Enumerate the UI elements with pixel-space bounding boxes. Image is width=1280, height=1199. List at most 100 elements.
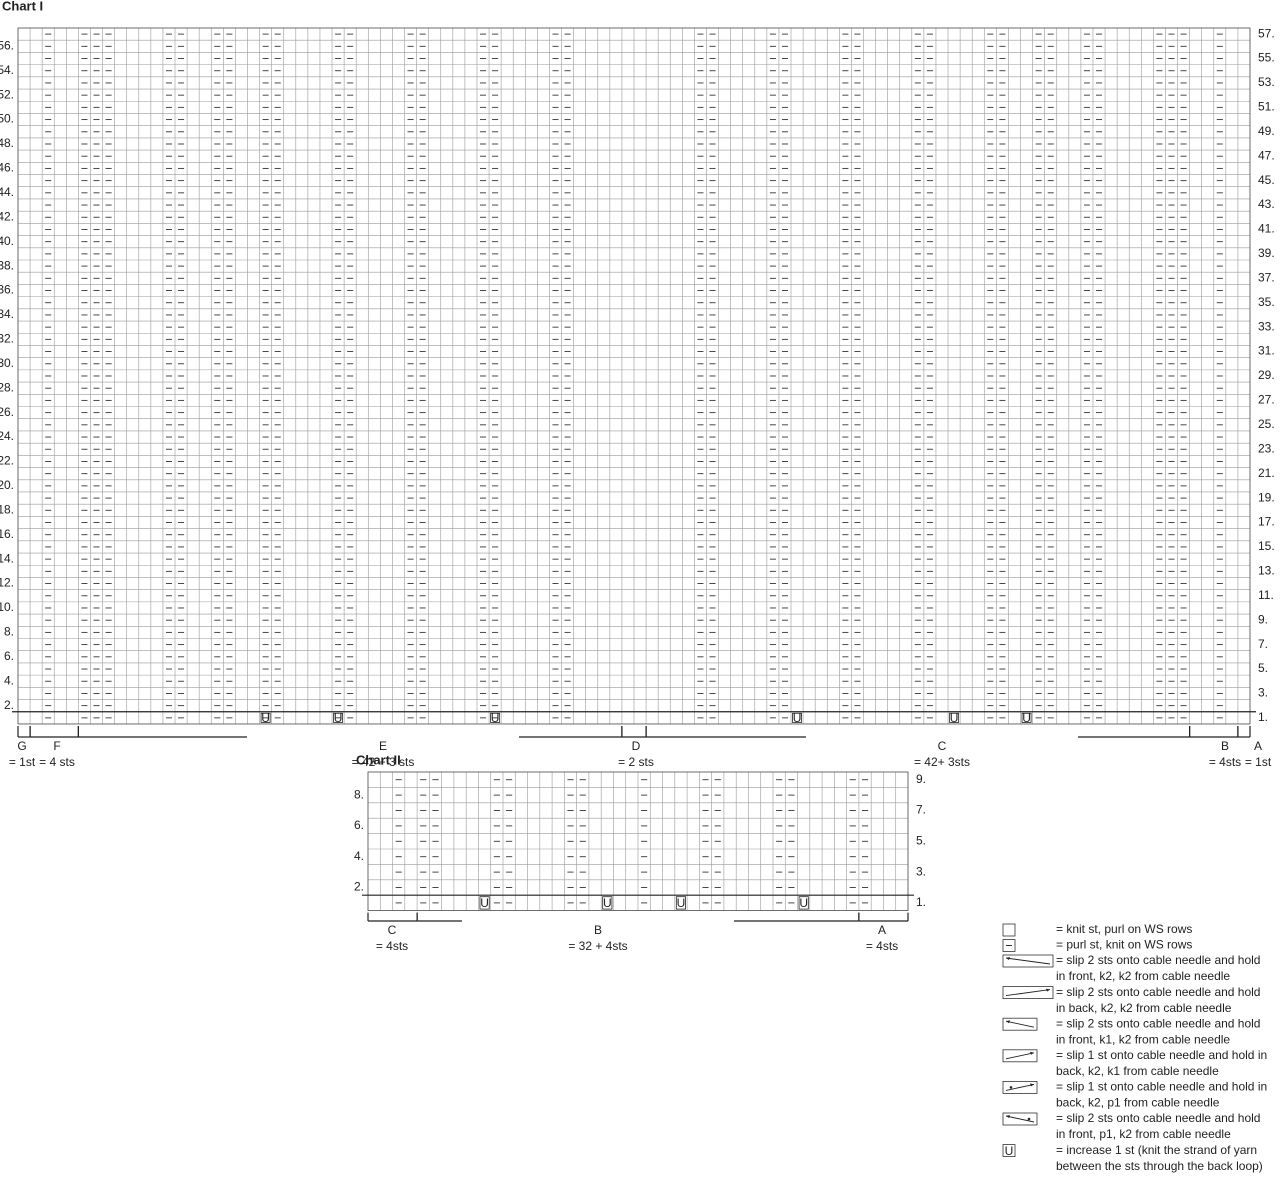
row-number: 46. — [0, 161, 14, 175]
legend-arrowhead — [1006, 1020, 1010, 1024]
row-number: 8. — [354, 787, 364, 801]
row-number: 7. — [1258, 637, 1268, 651]
section-count: = 42 + 3 sts — [352, 755, 415, 769]
row-number: 23. — [1258, 441, 1275, 455]
row-number: 14. — [0, 551, 14, 565]
increase-symbol: U — [261, 711, 270, 725]
legend-arrow — [1005, 1083, 1035, 1091]
row-number: 57. — [1258, 26, 1275, 40]
row-number: 6. — [354, 818, 364, 832]
row-number: 50. — [0, 112, 14, 126]
row-number: 22. — [0, 454, 14, 468]
chart-border — [367, 771, 909, 912]
increase-symbol: U — [480, 896, 489, 910]
chart-border — [17, 27, 1251, 725]
section-count: = 1st — [1245, 755, 1272, 769]
section-count: = 4sts — [376, 939, 408, 953]
section-count: = 1st — [9, 755, 36, 769]
row-number: 4. — [4, 673, 14, 687]
legend-text: = slip 2 sts onto cable needle and hold — [1056, 1016, 1260, 1030]
legend-arrow — [1005, 1115, 1035, 1123]
row-number: 34. — [0, 307, 14, 321]
row-number: 16. — [0, 527, 14, 541]
section-count: = 42+ 3sts — [914, 755, 970, 769]
legend-text: = slip 1 st onto cable needle and hold i… — [1056, 1080, 1267, 1094]
legend-increase: U — [1005, 1144, 1014, 1158]
row-number: 40. — [0, 234, 14, 248]
row-number: 7. — [916, 803, 926, 817]
row-number: 24. — [0, 429, 14, 443]
legend-arrowhead — [1006, 957, 1010, 960]
chart-grid — [17, 27, 1251, 725]
legend-symbol — [1002, 1049, 1038, 1063]
row-number: 37. — [1258, 270, 1275, 284]
section-letter: D — [632, 739, 641, 753]
row-number: 19. — [1258, 490, 1275, 504]
legend-text: back, k2, k1 from cable needle — [1056, 1064, 1219, 1078]
row-number: 20. — [0, 478, 14, 492]
legend-text: in front, k2, k2 from cable needle — [1056, 969, 1230, 983]
increase-cell — [333, 712, 344, 723]
section-count: = 2 sts — [618, 755, 654, 769]
section-letter: F — [53, 739, 60, 753]
row-number: 27. — [1258, 393, 1275, 407]
legend-arrow — [1005, 957, 1051, 965]
increase-symbol: U — [793, 711, 802, 725]
row-number: 10. — [0, 600, 14, 614]
section-letter: C — [388, 923, 397, 937]
legend-arrowhead — [1006, 1115, 1010, 1118]
increase-cell — [675, 896, 686, 910]
increase-symbol: U — [603, 896, 612, 910]
section-letter: G — [17, 739, 26, 753]
section-count: = 4 sts — [39, 755, 75, 769]
legend-symbol — [1002, 1112, 1038, 1126]
row-number: 6. — [4, 649, 14, 663]
row-number: 35. — [1258, 295, 1275, 309]
row-number: 44. — [0, 185, 14, 199]
legend-arrow — [1005, 1020, 1035, 1028]
legend-arrowhead — [1030, 1083, 1034, 1087]
section-count: = 4sts — [866, 939, 898, 953]
section-count: = 4sts — [1209, 755, 1241, 769]
row-number: 47. — [1258, 148, 1275, 162]
legend-text: in front, p1, k2 from cable needle — [1056, 1127, 1231, 1141]
section-letter: B — [594, 923, 602, 937]
section-count: = 32 + 4sts — [568, 939, 627, 953]
increase-cell — [602, 896, 613, 910]
chart-grid — [367, 771, 909, 911]
row-number: 48. — [0, 136, 14, 150]
legend-text: = slip 1 st onto cable needle and hold i… — [1056, 1048, 1267, 1062]
legend-arrow — [1005, 1052, 1035, 1060]
legend-text: = increase 1 st (knit the strand of yarn — [1056, 1143, 1257, 1157]
row-number: 32. — [0, 332, 14, 346]
row-number: 54. — [0, 63, 14, 77]
legend-dot — [1009, 1086, 1013, 1089]
legend-symbol — [1002, 939, 1016, 952]
increase-cell — [1021, 712, 1032, 723]
row-number: 43. — [1258, 197, 1275, 211]
row-number: 31. — [1258, 344, 1275, 358]
row-number: 17. — [1258, 515, 1275, 529]
increase-cell — [949, 712, 960, 723]
row-number: 18. — [0, 502, 14, 516]
row-number: 49. — [1258, 124, 1275, 138]
increase-cell — [798, 896, 809, 910]
row-number: 5. — [916, 833, 926, 847]
row-number: 5. — [1258, 661, 1268, 675]
row-number: 3. — [1258, 686, 1268, 700]
increase-cell — [479, 896, 490, 910]
row-number: 51. — [1258, 100, 1275, 114]
row-number: 21. — [1258, 466, 1275, 480]
legend-symbol — [1002, 986, 1054, 999]
section-letter: A — [878, 923, 886, 937]
legend-arrowhead — [1030, 1051, 1034, 1055]
row-number: 33. — [1258, 319, 1275, 333]
row-number: 4. — [354, 849, 364, 863]
row-number: 29. — [1258, 368, 1275, 382]
row-number: 28. — [0, 380, 14, 394]
increase-symbol: U — [491, 711, 500, 725]
increase-cell — [792, 712, 802, 723]
increase-symbol: U — [799, 896, 808, 910]
section-letter: E — [379, 739, 387, 753]
